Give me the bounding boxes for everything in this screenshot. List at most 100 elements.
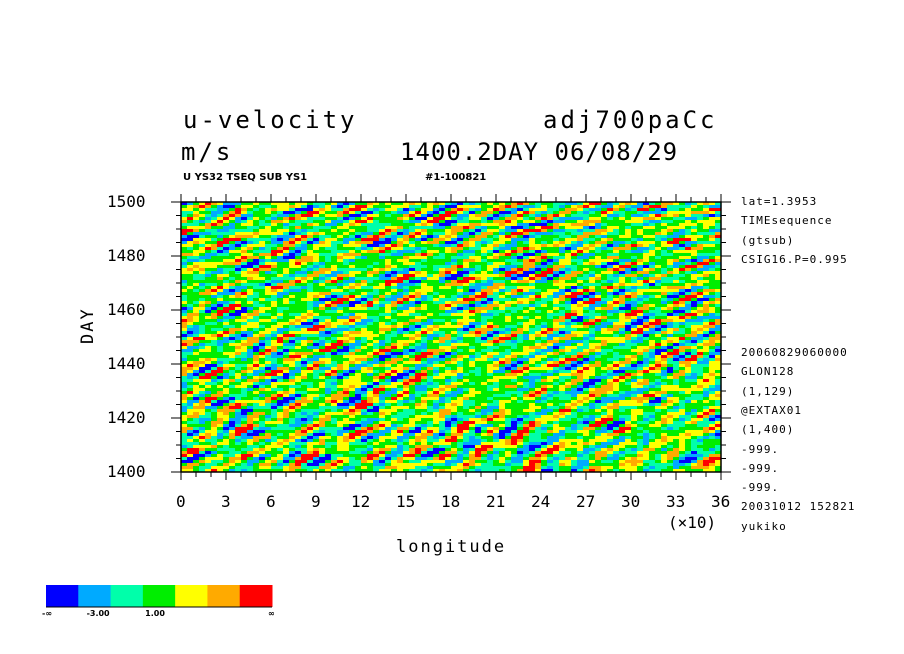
heatmap-cell bbox=[523, 349, 530, 353]
heatmap-cell bbox=[457, 253, 464, 257]
heatmap-cell bbox=[595, 343, 602, 347]
heatmap-cell bbox=[199, 253, 206, 257]
heatmap-cell bbox=[553, 316, 560, 320]
heatmap-cell bbox=[385, 217, 392, 221]
heatmap-cell bbox=[409, 352, 416, 356]
heatmap-cell bbox=[457, 343, 464, 347]
heatmap-cell bbox=[565, 238, 572, 242]
heatmap-cell bbox=[397, 361, 404, 365]
heatmap-cell bbox=[529, 328, 536, 332]
heatmap-cell bbox=[595, 295, 602, 299]
heatmap-cell bbox=[457, 331, 464, 335]
heatmap-cell bbox=[361, 328, 368, 332]
heatmap-cell bbox=[451, 352, 458, 356]
heatmap-cell bbox=[451, 304, 458, 308]
heatmap-cell bbox=[427, 214, 434, 218]
heatmap-cell bbox=[445, 220, 452, 224]
heatmap-cell bbox=[319, 265, 326, 269]
heatmap-cell bbox=[433, 358, 440, 362]
heatmap-cell bbox=[403, 235, 410, 239]
heatmap-cells bbox=[181, 202, 722, 473]
heatmap-cell bbox=[541, 241, 548, 245]
heatmap-cell bbox=[631, 286, 638, 290]
heatmap-cell bbox=[619, 259, 626, 263]
heatmap-cell bbox=[493, 292, 500, 296]
heatmap-cell bbox=[295, 241, 302, 245]
heatmap-cell bbox=[271, 265, 278, 269]
heatmap-cell bbox=[403, 280, 410, 284]
heatmap-cell bbox=[559, 244, 566, 248]
heatmap-cell bbox=[529, 304, 536, 308]
heatmap-cell bbox=[313, 241, 320, 245]
heatmap-cell bbox=[649, 244, 656, 248]
heatmap-cell bbox=[661, 214, 668, 218]
heatmap-cell bbox=[595, 202, 602, 206]
heatmap-cell bbox=[673, 298, 680, 302]
heatmap-cell bbox=[355, 349, 362, 353]
heatmap-cell bbox=[223, 304, 230, 308]
heatmap-cell bbox=[469, 328, 476, 332]
heatmap-cell bbox=[349, 343, 356, 347]
heatmap-cell bbox=[637, 364, 644, 368]
heatmap-cell bbox=[673, 247, 680, 251]
heatmap-cell bbox=[637, 286, 644, 290]
heatmap-cell bbox=[625, 337, 632, 341]
heatmap-cell bbox=[385, 253, 392, 257]
heatmap-cell bbox=[475, 229, 482, 233]
heatmap-cell bbox=[361, 355, 368, 359]
heatmap-cell bbox=[439, 259, 446, 263]
heatmap-cell bbox=[355, 262, 362, 266]
heatmap-cell bbox=[403, 346, 410, 350]
heatmap-cell bbox=[313, 283, 320, 287]
heatmap-cell bbox=[217, 337, 224, 341]
heatmap-cell bbox=[271, 346, 278, 350]
heatmap-cell bbox=[469, 295, 476, 299]
heatmap-cell bbox=[541, 247, 548, 251]
heatmap-cell bbox=[421, 268, 428, 272]
heatmap-cell bbox=[259, 361, 266, 365]
heatmap-cell bbox=[583, 202, 590, 206]
heatmap-cell bbox=[691, 358, 698, 362]
heatmap-cell bbox=[247, 337, 254, 341]
heatmap-cell bbox=[295, 262, 302, 266]
heatmap-cell bbox=[367, 223, 374, 227]
heatmap-cell bbox=[367, 244, 374, 248]
heatmap-cell bbox=[445, 244, 452, 248]
heatmap-cell bbox=[565, 253, 572, 257]
heatmap-cell bbox=[691, 232, 698, 236]
heatmap-cell bbox=[601, 316, 608, 320]
heatmap-cell bbox=[367, 364, 374, 368]
heatmap-cell bbox=[589, 358, 596, 362]
heatmap-cell bbox=[517, 247, 524, 251]
heatmap-cell bbox=[313, 304, 320, 308]
heatmap-cell bbox=[517, 277, 524, 281]
heatmap-cell bbox=[235, 262, 242, 266]
heatmap-cell bbox=[679, 298, 686, 302]
heatmap-cell bbox=[535, 295, 542, 299]
heatmap-cell bbox=[187, 349, 194, 353]
heatmap-cell bbox=[397, 241, 404, 245]
heatmap-cell bbox=[415, 256, 422, 260]
heatmap-cell bbox=[313, 307, 320, 311]
heatmap-cell bbox=[421, 259, 428, 263]
heatmap-cell bbox=[361, 202, 368, 206]
heatmap-cell bbox=[715, 247, 722, 251]
heatmap-cell bbox=[667, 271, 674, 275]
heatmap-cell bbox=[571, 271, 578, 275]
heatmap-cell bbox=[229, 262, 236, 266]
heatmap-cell bbox=[649, 313, 656, 317]
heatmap-cell bbox=[577, 235, 584, 239]
heatmap-cell bbox=[595, 304, 602, 308]
heatmap-cell bbox=[517, 205, 524, 209]
heatmap-cell bbox=[535, 358, 542, 362]
heatmap-cell bbox=[385, 241, 392, 245]
heatmap-cell bbox=[223, 349, 230, 353]
heatmap-cell bbox=[607, 316, 614, 320]
heatmap-cell bbox=[481, 238, 488, 242]
heatmap-cell bbox=[277, 253, 284, 257]
heatmap-cell bbox=[457, 256, 464, 260]
heatmap-cell bbox=[181, 232, 188, 236]
heatmap-cell bbox=[541, 262, 548, 266]
heatmap-cell bbox=[223, 241, 230, 245]
heatmap-cell bbox=[511, 295, 518, 299]
